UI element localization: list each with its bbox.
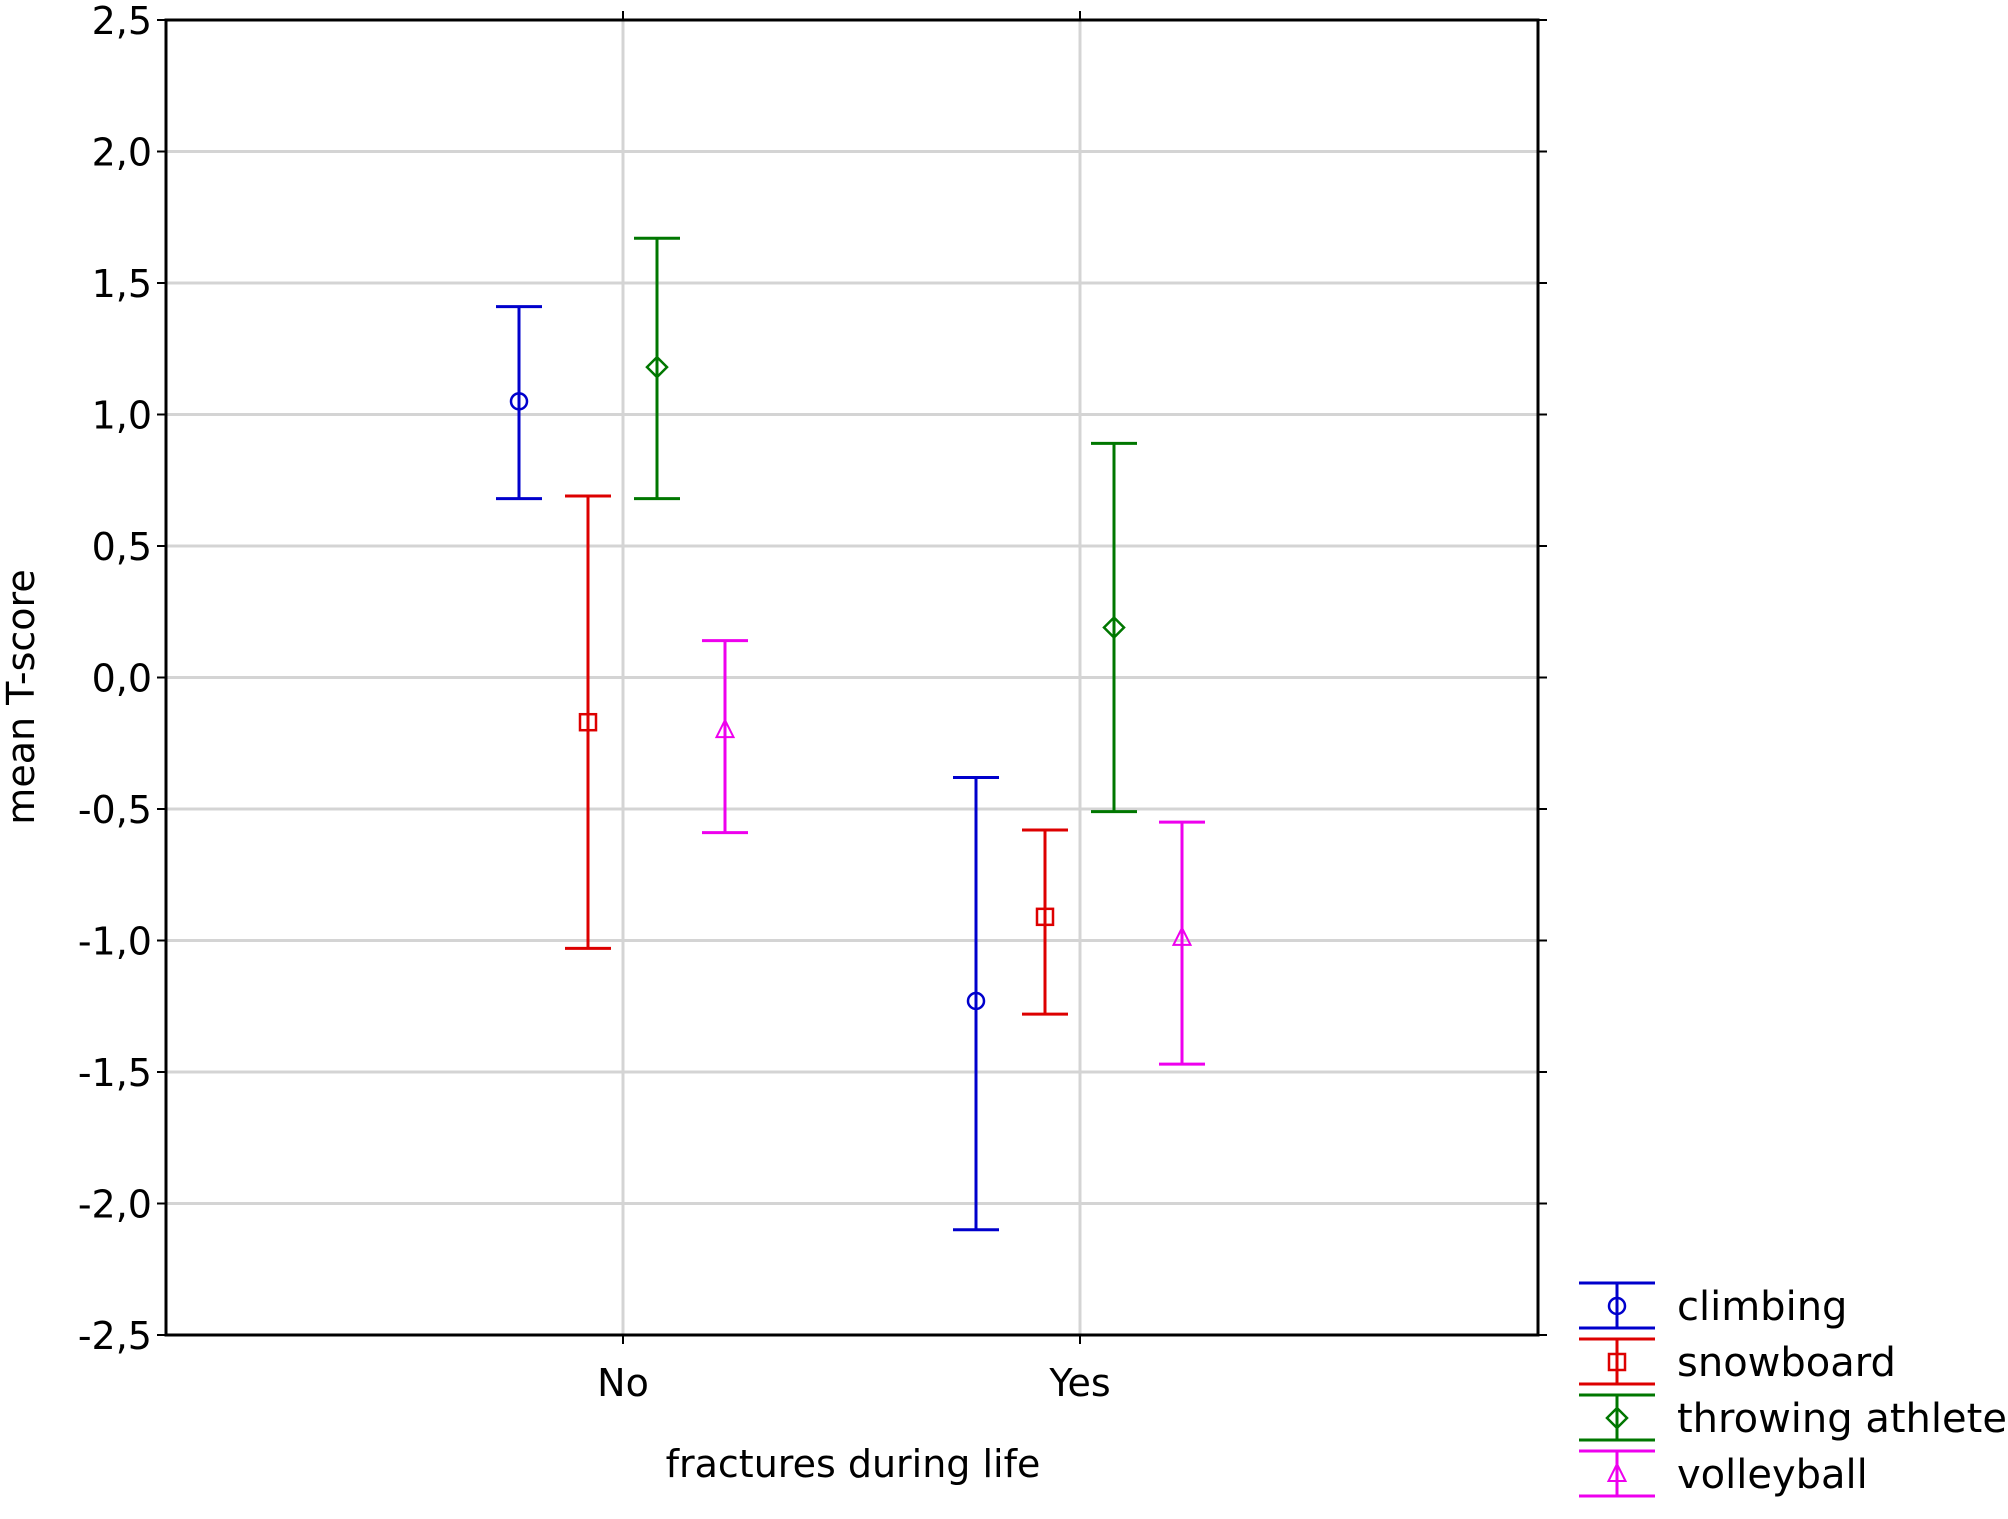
series-volleyball [702,639,1205,1066]
axes: 2,5 2,0 1,5 1,0 0,5 0,0 -0,5 -1,0 -1,5 -2,0 -2,5 No… [78,0,1547,1405]
legend-label: volleyball [1677,1452,1868,1498]
y-tick-label: 1,5 [92,262,152,306]
legend-marker [1607,1352,1627,1372]
data-marks [496,236,1205,1232]
legend-label: throwing athletes [1677,1396,2008,1442]
legend-item-volleyball: volleyball [1579,1449,1868,1498]
x-tick-label: Yes [1048,1361,1110,1405]
series-climbing [496,305,999,1232]
y-tick-label: -2,5 [78,1314,152,1358]
legend-marker [1605,1406,1629,1430]
y-tick-label: -1,0 [78,920,152,964]
mean-point [509,392,529,411]
legend-item-snowboard: snowboard [1579,1337,1896,1386]
legend-label: snowboard [1677,1340,1896,1386]
mean-point [714,717,736,739]
legend: climbing snowboard throwing athletes volley… [1579,1281,2008,1498]
legend-item-throwing-athletes: throwing athletes [1579,1393,2008,1442]
mean-point [1171,925,1193,946]
mean-point [578,712,598,732]
mean-point [1102,615,1126,640]
mean-point [645,355,669,379]
x-axis-title: fractures during life [666,1442,1041,1486]
mean-point [966,991,986,1011]
y-tick-label: -1,5 [78,1051,152,1095]
series-throwing-athletes [634,236,1137,814]
gridlines [166,20,1538,1335]
legend-label: climbing [1677,1284,1847,1330]
y-tick-label: 2,0 [92,131,152,175]
x-tick-label: No [597,1361,649,1405]
plot-frame [164,18,1540,1337]
legend-marker [1606,1461,1628,1482]
y-tick-label: -0,5 [78,788,152,832]
legend-marker [1607,1296,1627,1316]
y-tick-label: 1,0 [92,394,152,438]
series-snowboard [565,494,1068,1016]
y-tick-label: 0,0 [92,657,152,701]
y-tick-label: 2,5 [92,0,152,43]
y-tick-label: -2,0 [78,1183,152,1227]
y-axis-title: mean T-score [0,569,43,824]
y-tick-label: 0,5 [92,525,152,569]
mean-point [1035,907,1055,927]
legend-item-climbing: climbing [1579,1281,1847,1330]
